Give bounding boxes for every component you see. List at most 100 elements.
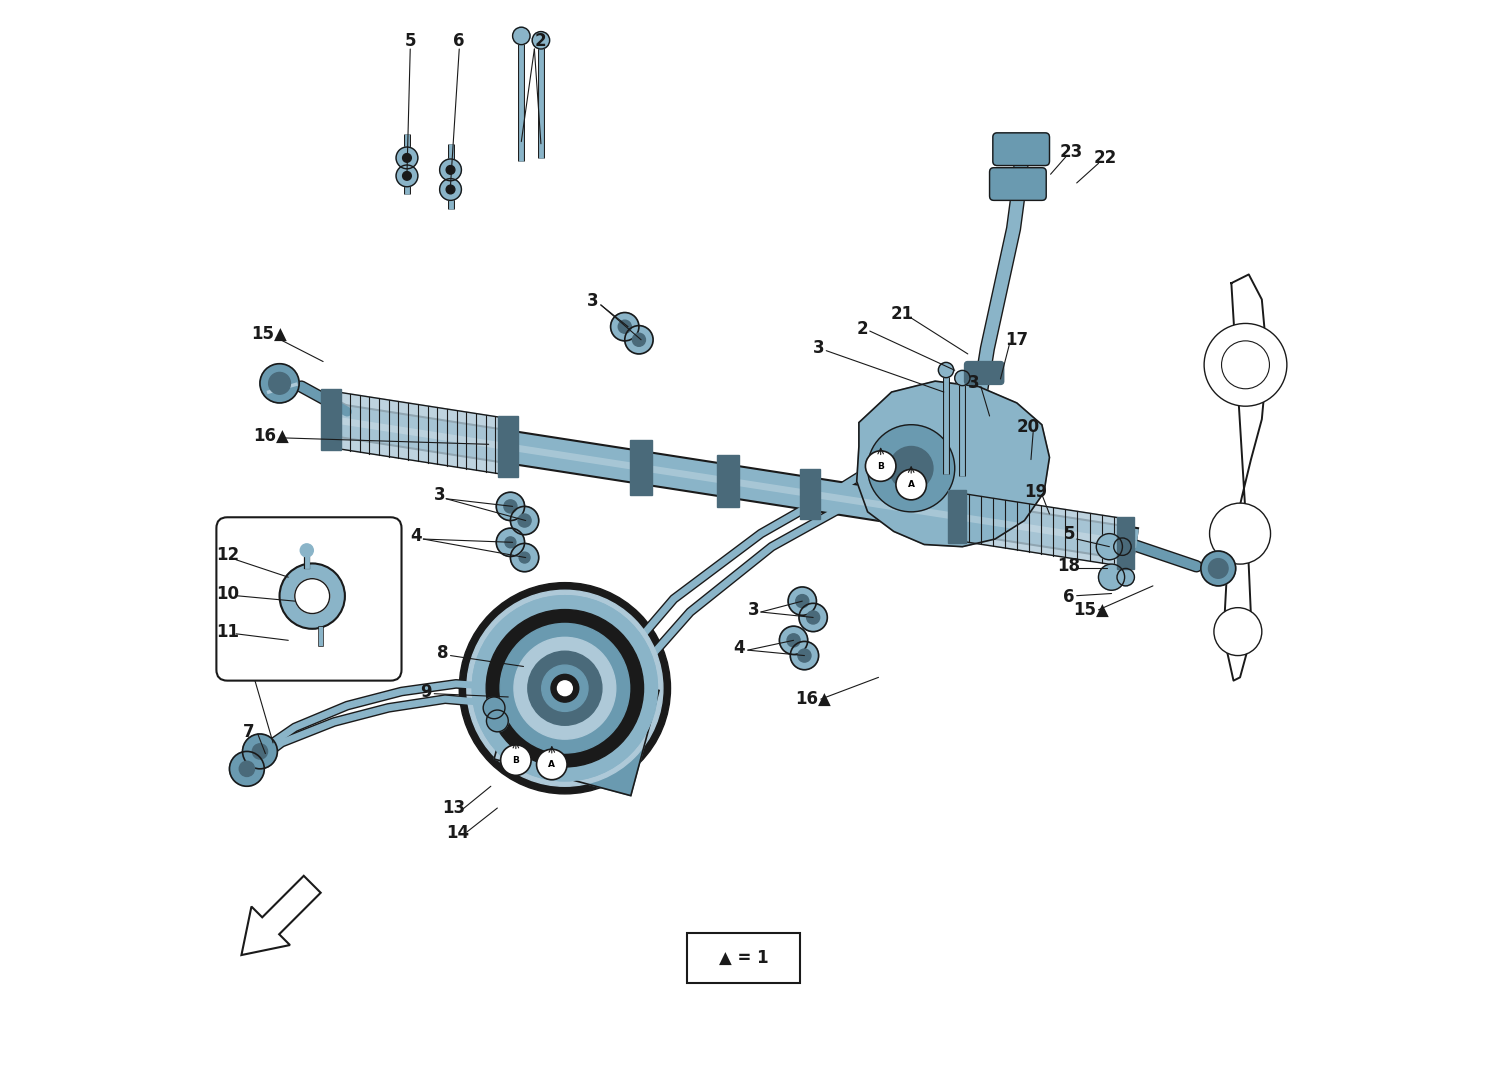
Text: 3: 3 [968, 375, 980, 392]
Circle shape [1214, 608, 1261, 656]
Text: 18: 18 [1058, 558, 1080, 575]
Circle shape [440, 179, 462, 200]
Circle shape [402, 154, 411, 162]
Text: 8: 8 [436, 645, 448, 662]
Text: 22: 22 [1094, 149, 1116, 167]
Circle shape [459, 583, 670, 794]
Circle shape [528, 651, 602, 725]
Circle shape [532, 32, 549, 49]
Circle shape [550, 674, 579, 702]
Text: 16▲: 16▲ [254, 427, 288, 444]
Circle shape [440, 159, 462, 181]
Bar [494, 653, 658, 796]
Circle shape [548, 672, 582, 705]
Circle shape [513, 27, 529, 45]
Text: 2: 2 [536, 33, 546, 50]
Circle shape [486, 610, 644, 767]
FancyBboxPatch shape [993, 133, 1050, 166]
Bar [494, 653, 658, 796]
Circle shape [1202, 551, 1236, 586]
Circle shape [252, 744, 267, 759]
FancyBboxPatch shape [990, 168, 1046, 200]
Bar [717, 455, 740, 507]
Text: 14: 14 [447, 824, 470, 842]
Circle shape [807, 611, 819, 624]
FancyArrow shape [242, 876, 321, 955]
Text: 9: 9 [420, 683, 432, 700]
Text: A: A [908, 480, 915, 489]
Text: 13: 13 [442, 799, 465, 817]
Circle shape [446, 166, 454, 174]
Text: 5: 5 [1064, 525, 1076, 542]
Bar [498, 416, 517, 477]
Circle shape [788, 634, 800, 647]
Circle shape [633, 333, 645, 346]
Polygon shape [957, 492, 1125, 566]
Text: 20: 20 [1016, 418, 1040, 436]
Circle shape [500, 623, 630, 754]
Circle shape [528, 651, 602, 725]
Text: 15▲: 15▲ [251, 326, 286, 343]
Text: ▲ = 1: ▲ = 1 [718, 950, 768, 967]
Text: 4: 4 [410, 527, 422, 544]
Circle shape [626, 326, 652, 354]
Circle shape [396, 166, 418, 187]
Circle shape [1096, 534, 1122, 560]
Bar [1118, 516, 1134, 568]
Text: 15▲: 15▲ [1072, 601, 1108, 619]
Polygon shape [330, 391, 506, 475]
Text: A: A [549, 760, 555, 769]
Circle shape [486, 610, 644, 767]
Circle shape [496, 492, 525, 521]
Circle shape [954, 370, 970, 386]
Circle shape [798, 649, 812, 662]
Circle shape [519, 552, 530, 563]
Circle shape [618, 320, 632, 333]
Text: B: B [878, 462, 884, 470]
Circle shape [296, 578, 330, 613]
Circle shape [230, 751, 264, 786]
Circle shape [472, 596, 657, 781]
Circle shape [500, 623, 630, 754]
Circle shape [558, 681, 573, 696]
Circle shape [780, 626, 807, 654]
Circle shape [555, 680, 574, 698]
Circle shape [268, 372, 291, 394]
Circle shape [1209, 559, 1228, 578]
Circle shape [510, 543, 538, 572]
Circle shape [402, 172, 411, 181]
Circle shape [466, 590, 663, 786]
Text: 21: 21 [891, 305, 914, 322]
Circle shape [486, 710, 508, 732]
Circle shape [1118, 568, 1134, 586]
Circle shape [800, 603, 828, 632]
Circle shape [506, 537, 516, 548]
Bar [800, 468, 819, 518]
Circle shape [1098, 564, 1125, 590]
Circle shape [446, 185, 454, 194]
Circle shape [610, 313, 639, 341]
Text: 3: 3 [747, 601, 759, 619]
Circle shape [867, 425, 954, 512]
Circle shape [795, 595, 808, 608]
Circle shape [1209, 503, 1270, 564]
Circle shape [483, 697, 506, 719]
Polygon shape [856, 381, 1050, 547]
Text: 19: 19 [1024, 484, 1047, 501]
Circle shape [1204, 323, 1287, 406]
Text: 3: 3 [813, 340, 825, 357]
Text: B: B [513, 756, 519, 764]
Text: 6: 6 [1064, 588, 1076, 605]
Text: 23: 23 [1059, 144, 1083, 161]
Circle shape [890, 446, 933, 490]
Text: 3: 3 [588, 292, 598, 309]
Circle shape [790, 641, 819, 670]
Circle shape [514, 637, 616, 739]
Circle shape [504, 500, 518, 513]
Bar [630, 440, 652, 494]
Circle shape [518, 514, 531, 527]
Text: 12: 12 [216, 547, 238, 564]
Circle shape [939, 363, 954, 378]
Text: 16▲: 16▲ [795, 690, 831, 708]
Circle shape [260, 364, 299, 403]
